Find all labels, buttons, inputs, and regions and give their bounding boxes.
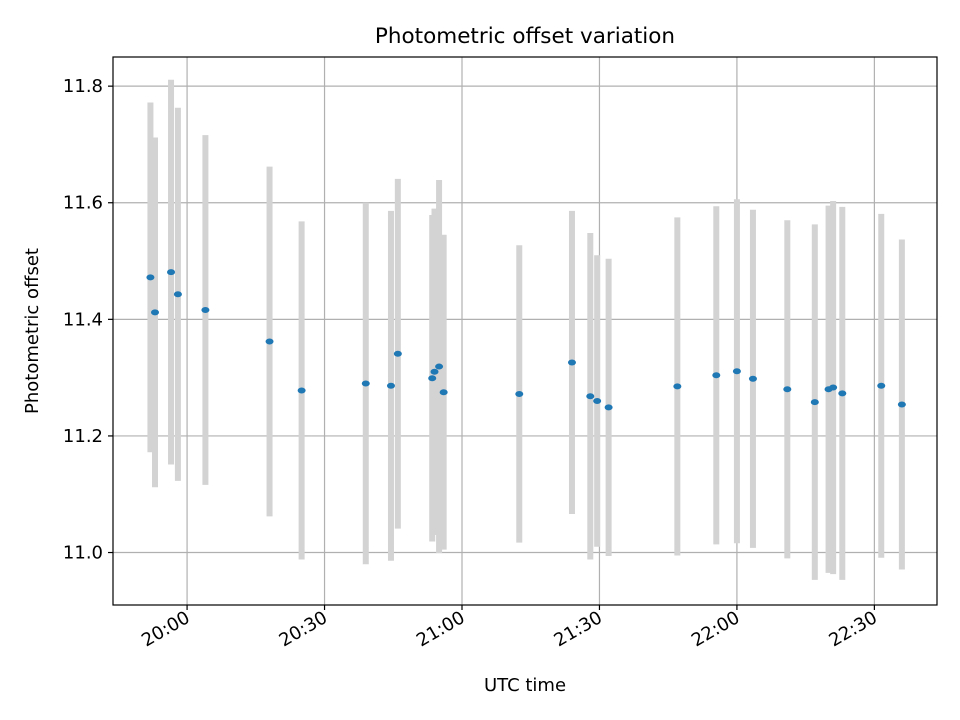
data-point (748, 375, 757, 382)
data-point (201, 307, 210, 314)
x-axis-title: UTC time (484, 675, 566, 696)
data-point (430, 368, 439, 375)
data-point (265, 338, 274, 345)
y-axis-title: Photometric offset (22, 248, 43, 414)
data-point (428, 375, 437, 382)
data-point (783, 386, 792, 393)
data-point (361, 380, 370, 387)
chart-title: Photometric offset variation (375, 24, 675, 49)
data-point (439, 389, 448, 396)
y-tick-label: 11.2 (63, 426, 103, 447)
data-point (897, 401, 906, 408)
grid-layer (113, 57, 937, 605)
data-point (435, 363, 444, 370)
data-point (167, 269, 176, 276)
y-tick-label: 11.8 (63, 76, 103, 97)
data-point (567, 359, 576, 366)
y-tick-label: 11.4 (63, 309, 103, 330)
data-point (829, 384, 838, 391)
data-point (151, 309, 160, 316)
data-point (732, 368, 741, 375)
y-tick-label: 11.6 (63, 193, 103, 214)
data-point (386, 382, 395, 389)
data-point (586, 393, 595, 400)
data-point (515, 390, 524, 397)
y-tick-label: 11.0 (63, 543, 103, 564)
data-point (173, 291, 182, 298)
data-point (673, 383, 682, 390)
data-point (877, 382, 886, 389)
data-point (712, 372, 721, 379)
data-point (297, 387, 306, 394)
point-layer (146, 269, 906, 411)
data-point (810, 399, 819, 406)
data-point (604, 404, 613, 411)
plot-frame (112, 56, 938, 606)
data-point (593, 397, 602, 404)
data-point (393, 350, 402, 357)
data-point (838, 390, 847, 397)
data-point (146, 274, 155, 281)
